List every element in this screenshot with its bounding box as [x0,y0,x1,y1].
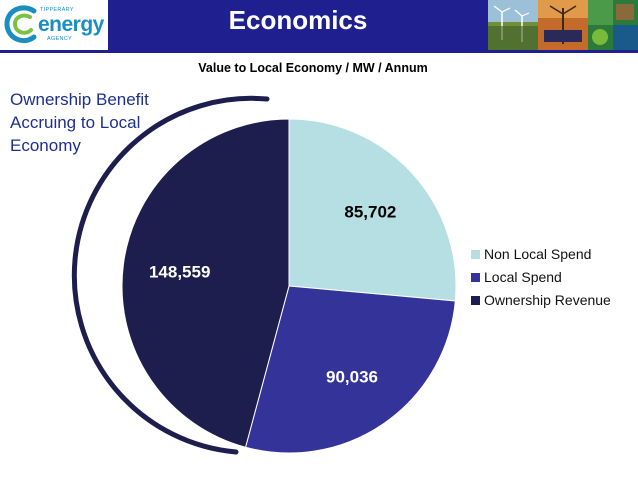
header: TIPPERARY energy AGENCY Economics [0,0,638,50]
data-label-local-spend: 90,036 [326,367,378,386]
pie-slice-non-local-spend [288,118,457,302]
swirl-logo-icon [4,5,37,43]
wind-turbines-photo [488,0,538,50]
page-title: Economics [228,5,368,35]
legend-swatch-local-spend [471,273,480,282]
chart-title: Value to Local Economy / MW / Annum [198,61,428,75]
solar-panel-photo [538,0,588,50]
energy-collage-photo [588,0,638,50]
logo-top-text: TIPPERARY [40,7,74,13]
data-label-ownership-revenue: 148,559 [149,263,210,282]
ownership-benefit-bracket [71,95,270,455]
legend-label-ownership-revenue: Ownership Revenue [484,292,611,308]
photo-strip [488,0,638,50]
tipperary-energy-agency-logo: TIPPERARY energy AGENCY [0,0,108,50]
data-label-non-local-spend: 85,702 [344,203,396,222]
legend-label-non-local-spend: Non Local Spend [484,246,591,262]
legend-swatch-ownership-revenue [471,296,480,305]
pie-slice-ownership-revenue [121,118,290,448]
chart-legend: Non Local Spend Local Spend Ownership Reve… [471,246,611,308]
title-bar: Economics [108,0,488,50]
ownership-benefit-callout: Ownership Benefit Accruing to Local Econ… [10,90,149,155]
legend-swatch-non-local-spend [471,250,480,259]
pie-slice-local-spend [244,285,456,454]
header-divider [0,50,638,53]
legend-label-local-spend: Local Spend [484,269,562,285]
logo-main-text: energy [38,13,104,36]
logo-bottom-text: AGENCY [47,36,73,42]
